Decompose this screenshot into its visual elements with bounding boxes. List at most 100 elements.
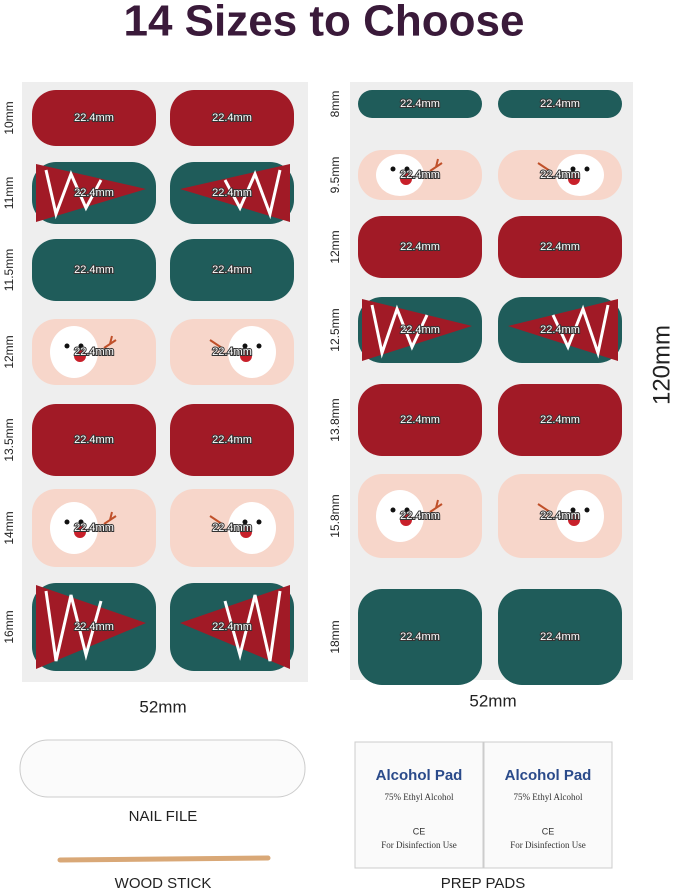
tree-design	[180, 164, 290, 222]
eye	[242, 343, 248, 349]
nail-label: 22.4mm	[400, 414, 440, 426]
tree-garland	[551, 304, 610, 359]
size-label: 11mm	[2, 177, 16, 209]
pad-mark: CE	[413, 826, 426, 836]
nose	[240, 350, 252, 362]
nail-label: 22.4mm	[74, 187, 114, 199]
eye	[570, 166, 576, 172]
nose	[400, 173, 412, 185]
reindeer-face	[228, 502, 276, 554]
nail	[498, 589, 622, 685]
width-label: 52mm	[469, 691, 516, 710]
size-label: 9.5mm	[328, 157, 342, 194]
reindeer-face	[556, 490, 604, 542]
pad-use: For Disinfection Use	[381, 840, 457, 850]
antler	[429, 158, 443, 172]
reindeer-face	[228, 326, 276, 378]
size-label: 18mm	[328, 620, 342, 653]
nose	[240, 526, 252, 538]
nail-label: 22.4mm	[74, 434, 114, 446]
title: 14 Sizes to Choose	[123, 0, 524, 46]
nail-label: 22.4mm	[212, 264, 252, 276]
eye	[584, 507, 590, 513]
nail	[358, 384, 482, 456]
nail-label: 22.4mm	[212, 522, 252, 534]
tree-design	[362, 299, 472, 361]
nail-label: 22.4mm	[400, 324, 440, 336]
nail	[498, 216, 622, 278]
antler	[537, 503, 551, 513]
reindeer-face	[50, 502, 98, 554]
nail-label: 22.4mm	[212, 346, 252, 358]
nail-label: 22.4mm	[74, 621, 114, 633]
nail-label: 22.4mm	[540, 324, 580, 336]
eye	[256, 519, 262, 525]
reindeer-face	[376, 490, 424, 542]
nose	[74, 526, 86, 538]
nail	[32, 239, 156, 301]
nail-label: 22.4mm	[400, 631, 440, 643]
size-label: 15.8mm	[328, 494, 342, 537]
nail	[358, 90, 482, 118]
nail-label: 22.4mm	[400, 169, 440, 181]
prep-pad	[483, 741, 613, 869]
reindeer-face	[376, 154, 424, 196]
nose	[400, 514, 412, 526]
nail-file-label: NAIL FILE	[129, 808, 198, 825]
size-label: 12mm	[2, 335, 16, 368]
nail	[170, 90, 294, 146]
size-label: 13.8mm	[328, 398, 342, 441]
nail	[32, 90, 156, 146]
pad-content: 75% Ethyl Alcohol	[385, 792, 454, 802]
antler	[537, 162, 551, 172]
eye	[256, 343, 262, 349]
nail-label: 22.4mm	[540, 510, 580, 522]
eye	[584, 166, 590, 172]
nail-label: 22.4mm	[74, 522, 114, 534]
tree-garland	[223, 590, 282, 662]
pad-use: For Disinfection Use	[510, 840, 586, 850]
size-label: 12.5mm	[328, 308, 342, 351]
wood-stick-label: WOOD STICK	[115, 875, 212, 892]
width-label: 52mm	[139, 697, 186, 716]
nail	[498, 384, 622, 456]
pad-name: Alcohol Pad	[505, 767, 592, 784]
nail	[358, 216, 482, 278]
eye	[390, 507, 396, 513]
tree-design	[508, 299, 618, 361]
nail-label: 22.4mm	[540, 169, 580, 181]
eye	[78, 343, 84, 349]
nose	[74, 350, 86, 362]
eye	[242, 519, 248, 525]
height-label: 120mm	[648, 325, 675, 405]
reindeer-face	[556, 154, 604, 196]
size-label: 8mm	[328, 91, 342, 118]
wood-stick	[57, 855, 271, 863]
nail	[32, 404, 156, 476]
tree-design	[36, 585, 146, 669]
antler	[103, 511, 117, 525]
nail-label: 22.4mm	[212, 187, 252, 199]
size-label: 11.5mm	[2, 249, 16, 291]
reindeer-face	[50, 326, 98, 378]
pad-mark: CE	[542, 826, 555, 836]
eye	[404, 166, 410, 172]
nail-label: 22.4mm	[212, 112, 252, 124]
tree-design	[180, 585, 290, 669]
pad-content: 75% Ethyl Alcohol	[514, 792, 583, 802]
nail-label: 22.4mm	[74, 346, 114, 358]
nail-label: 22.4mm	[212, 434, 252, 446]
size-label: 12mm	[328, 230, 342, 263]
tree-design	[36, 164, 146, 222]
antler	[429, 499, 443, 513]
size-label: 13.5mm	[2, 418, 16, 461]
nail-label: 22.4mm	[400, 98, 440, 110]
size-label: 16mm	[2, 610, 16, 643]
nail-label: 22.4mm	[540, 414, 580, 426]
antler	[103, 335, 117, 349]
tree-garland	[370, 304, 429, 359]
nail	[498, 90, 622, 118]
nail-label: 22.4mm	[74, 264, 114, 276]
antler	[209, 339, 223, 349]
